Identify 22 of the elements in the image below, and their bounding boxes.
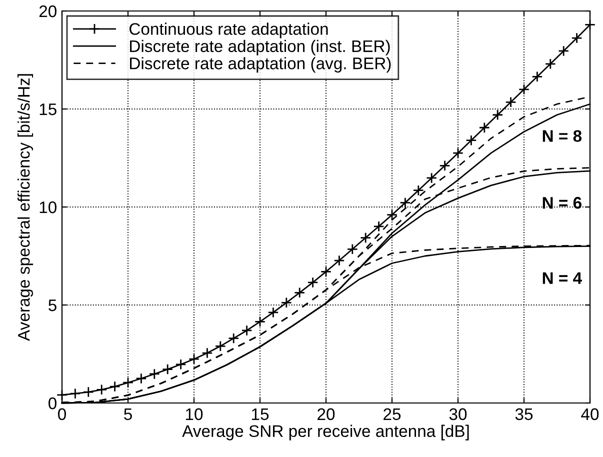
y-axis-title: Average spectral efficiency [bit/s/Hz]	[18, 74, 34, 341]
legend-label: Discrete rate adaptation (inst. BER)	[130, 40, 390, 56]
x-axis-title: Average SNR per receive antenna [dB]	[182, 424, 469, 440]
x-tick-label: 40	[581, 408, 599, 420]
y-tick-label: 5	[48, 300, 56, 312]
x-tick-label: 20	[318, 408, 335, 420]
legend-label: Continuous rate adaptation	[130, 22, 328, 38]
annotation: N = 4	[542, 272, 582, 284]
x-tick-label: 10	[186, 408, 203, 420]
y-tick-label: 10	[40, 201, 56, 214]
x-tick-label: 25	[384, 408, 401, 420]
y-tick-label: 20	[39, 5, 56, 18]
x-tick-label: 30	[449, 408, 467, 420]
x-tick-label: 5	[124, 408, 132, 420]
y-tick-label: 0	[48, 397, 56, 410]
y-tick-label: 15	[40, 104, 56, 116]
annotation: N = 8	[542, 130, 582, 142]
x-tick-label: 35	[515, 408, 533, 420]
x-tick-label: 15	[252, 408, 269, 420]
annotation: N = 6	[542, 196, 582, 209]
legend-label: Discrete rate adaptation (avg. BER)	[130, 57, 391, 73]
x-tick-label: 0	[58, 408, 66, 420]
